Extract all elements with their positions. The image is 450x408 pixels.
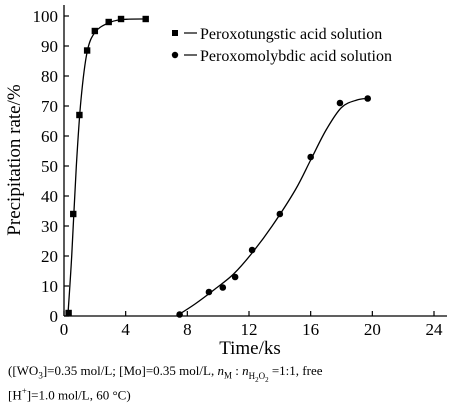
chart-area: 0 4 8 12 16 20 24 0 10 20 30 40 50 60 70 80 90 100 Perox… (4, 5, 447, 359)
caption-symbol: n (242, 363, 249, 378)
x-tick-label: 8 (183, 320, 192, 339)
curve-peroxomolybdic (176, 97, 368, 317)
caption-subscript: H2O2 (248, 370, 269, 384)
point-peroxomolybdic (231, 273, 239, 281)
caption-text: [H (8, 387, 22, 403)
point-peroxotungstic (65, 309, 72, 317)
point-peroxomolybdic (276, 210, 284, 218)
caption-text: ([WO (8, 363, 39, 378)
caption-text: =1:1, free (268, 363, 323, 378)
point-peroxomolybdic (219, 284, 227, 291)
caption-text: : (231, 363, 243, 378)
caption-line-1: ([WO3]=0.35 mol/L; [Mo]=0.35 mol/L, nM :… (8, 362, 323, 388)
y-tick-label: 70 (41, 97, 58, 116)
legend-marker-peroxomolybdic (171, 51, 179, 59)
y-ticks: 0 10 20 30 40 50 60 70 80 90 100 (33, 7, 69, 326)
point-peroxotungstic (142, 15, 149, 23)
caption-symbol: n (217, 363, 224, 378)
y-tick-label: 90 (41, 37, 58, 56)
caption-text: ]=1.0 mol/L, 60 °C) (26, 387, 131, 403)
caption-text: ]=0.35 mol/L; [Mo]=0.35 mol/L, (42, 363, 218, 378)
y-tick-label: 100 (33, 7, 59, 26)
caption-superscript: + (21, 386, 27, 396)
x-tick-label: 0 (60, 320, 69, 339)
legend: Peroxotungstic acid solution Peroxomolyb… (171, 26, 392, 65)
legend-label-peroxotungstic: Peroxotungstic acid solution (200, 26, 382, 43)
point-peroxomolybdic (248, 246, 256, 254)
point-peroxotungstic (70, 210, 77, 218)
caption-subscript-part: H (248, 370, 256, 381)
caption-subscript-part: 2 (255, 375, 259, 384)
point-peroxomolybdic (205, 288, 213, 296)
point-peroxotungstic (83, 47, 91, 54)
point-peroxomolybdic (364, 95, 372, 102)
curve-peroxotungstic (67, 18, 146, 317)
x-tick-label: 12 (241, 320, 258, 339)
x-tick-label: 4 (121, 320, 130, 339)
x-tick-label: 24 (426, 320, 444, 339)
x-tick-label: 16 (302, 320, 319, 339)
y-axis-title: Precipitation rate/% (4, 84, 25, 236)
legend-label-peroxomolybdic: Peroxomolybdic acid solution (200, 48, 392, 65)
point-peroxomolybdic (307, 153, 314, 161)
point-peroxotungstic (105, 18, 112, 26)
point-peroxomolybdic (176, 311, 183, 318)
point-peroxotungstic (76, 111, 83, 119)
y-tick-label: 40 (41, 187, 58, 206)
series-markers (65, 15, 372, 318)
point-peroxotungstic (91, 27, 99, 35)
legend-marker-peroxotungstic (172, 30, 178, 36)
caption-subscript: M (223, 370, 232, 381)
point-peroxomolybdic (336, 99, 344, 107)
y-tick-label: 0 (50, 307, 59, 326)
caption-subscript-part: O (258, 370, 266, 381)
x-tick-label: 20 (364, 320, 381, 339)
caption-subscript: 3 (38, 370, 43, 381)
caption-subscript-part: 2 (265, 375, 269, 384)
point-peroxotungstic (117, 15, 125, 23)
x-ticks: 0 4 8 12 16 20 24 (60, 311, 443, 339)
y-tick-label: 20 (41, 247, 58, 266)
y-tick-label: 10 (41, 277, 58, 296)
y-tick-label: 50 (41, 157, 58, 176)
caption-line-2: [H+]=1.0 mol/L, 60 °C) (8, 382, 131, 404)
y-tick-label: 30 (41, 217, 58, 236)
y-tick-label: 80 (41, 67, 58, 86)
plot-frame (63, 5, 447, 317)
series-curves (67, 18, 368, 317)
y-tick-label: 60 (41, 127, 58, 146)
x-axis-title: Time/ks (219, 338, 281, 359)
